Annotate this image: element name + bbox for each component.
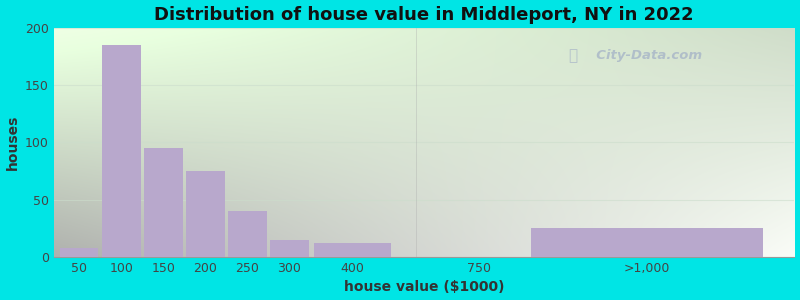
X-axis label: house value ($1000): house value ($1000) [344, 280, 504, 294]
Bar [270, 240, 309, 257]
Bar [144, 148, 182, 257]
Bar [60, 248, 98, 257]
Text: Ⓠ: Ⓠ [569, 48, 578, 63]
Bar [102, 45, 141, 257]
Y-axis label: houses: houses [6, 115, 19, 170]
Bar [186, 171, 225, 257]
Title: Distribution of house value in Middleport, NY in 2022: Distribution of house value in Middlepor… [154, 6, 694, 24]
Bar [531, 228, 763, 257]
Text: City-Data.com: City-Data.com [587, 49, 702, 62]
Bar [228, 211, 266, 257]
Bar [314, 243, 391, 257]
